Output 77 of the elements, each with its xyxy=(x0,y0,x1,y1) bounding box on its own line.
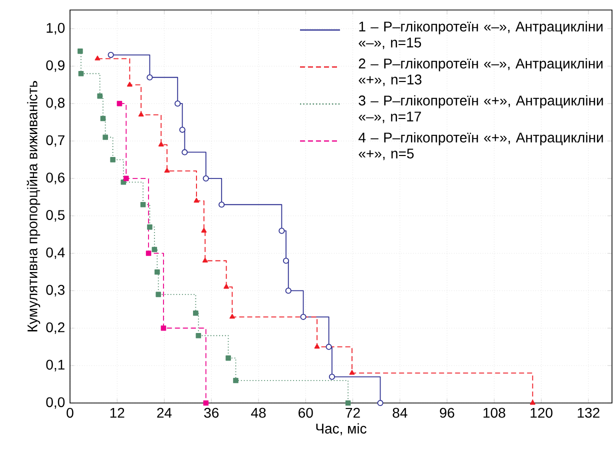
point xyxy=(278,228,285,234)
point xyxy=(203,400,209,406)
point xyxy=(152,246,158,252)
point xyxy=(156,292,162,298)
x-tick-label: 120 xyxy=(530,408,552,418)
point xyxy=(226,355,231,361)
point xyxy=(78,70,84,76)
point xyxy=(110,157,116,162)
point xyxy=(377,400,384,406)
point xyxy=(100,116,106,122)
point xyxy=(124,176,129,182)
point xyxy=(233,378,238,384)
x-tick-label: 12 xyxy=(110,408,124,418)
y-tick-label: 0,7 xyxy=(46,135,64,147)
point xyxy=(202,175,209,182)
point xyxy=(97,93,103,99)
y-tick-label: 0,0 xyxy=(46,397,65,409)
x-tick-label: 72 xyxy=(346,408,360,418)
point xyxy=(140,202,146,208)
point xyxy=(160,325,166,331)
point xyxy=(147,224,152,230)
point xyxy=(314,344,320,349)
point xyxy=(282,258,290,264)
x-tick-label: 96 xyxy=(440,408,454,418)
y-tick-label: 0,2 xyxy=(46,322,64,334)
y-tick-label: 0,1 xyxy=(46,360,64,372)
point xyxy=(230,314,235,319)
point xyxy=(108,52,114,58)
point xyxy=(193,310,198,316)
point xyxy=(127,82,132,87)
x-axis-title: Час, міс xyxy=(316,423,366,436)
point xyxy=(182,149,188,156)
y-axis-title: Кумулятивна пропорційна виживаність xyxy=(26,81,40,332)
x-tick-label: 60 xyxy=(298,408,313,418)
point xyxy=(158,142,164,146)
point xyxy=(345,400,351,406)
legend-label: 3 – Р–глікопротеїн «+», Антрацикліни «–», n=17 xyxy=(358,95,603,124)
point xyxy=(349,370,355,375)
x-tick-label: 108 xyxy=(484,408,506,418)
point xyxy=(530,400,536,405)
point xyxy=(196,332,202,338)
x-tick-label: 36 xyxy=(204,408,219,418)
x-tick-label: 84 xyxy=(392,408,408,418)
legend-label: 1 – Р–глікопротеїн «–», Антрацикліни «–», n=15 xyxy=(358,21,602,50)
x-tick-label: 48 xyxy=(251,408,266,418)
y-tick-label: 0,9 xyxy=(46,60,64,72)
point xyxy=(146,250,152,256)
y-tick-label: 0,8 xyxy=(46,98,65,110)
point xyxy=(116,100,122,106)
point xyxy=(94,56,100,60)
point xyxy=(102,134,108,140)
point xyxy=(78,48,83,54)
point xyxy=(326,344,332,350)
x-tick-label: 132 xyxy=(578,408,600,418)
point xyxy=(201,228,207,233)
x-tick-label: 24 xyxy=(157,408,172,418)
point xyxy=(202,258,208,263)
point xyxy=(285,288,292,294)
legend-label: 2 – Р–глікопротеїн «–», Антрацикліни «+», n=13 xyxy=(358,58,602,86)
legend-label: 4 – Р–глікопротеїн «+», Антрацикліни «+», n=5 xyxy=(358,132,603,160)
point xyxy=(154,269,160,275)
y-tick-label: 0,5 xyxy=(46,210,65,222)
y-tick-label: 0,3 xyxy=(46,284,65,296)
point xyxy=(174,100,181,107)
point xyxy=(328,374,336,380)
y-tick-label: 0,4 xyxy=(46,247,65,260)
y-tick-label: 0,6 xyxy=(46,172,65,184)
point xyxy=(194,198,200,203)
point xyxy=(164,168,170,173)
point xyxy=(179,126,186,133)
point xyxy=(218,202,225,208)
point xyxy=(146,74,153,80)
point xyxy=(138,112,144,117)
point xyxy=(224,284,230,289)
x-tick-label: 0 xyxy=(66,408,74,418)
y-tick-label: 1,0 xyxy=(46,22,65,34)
point xyxy=(300,314,306,320)
